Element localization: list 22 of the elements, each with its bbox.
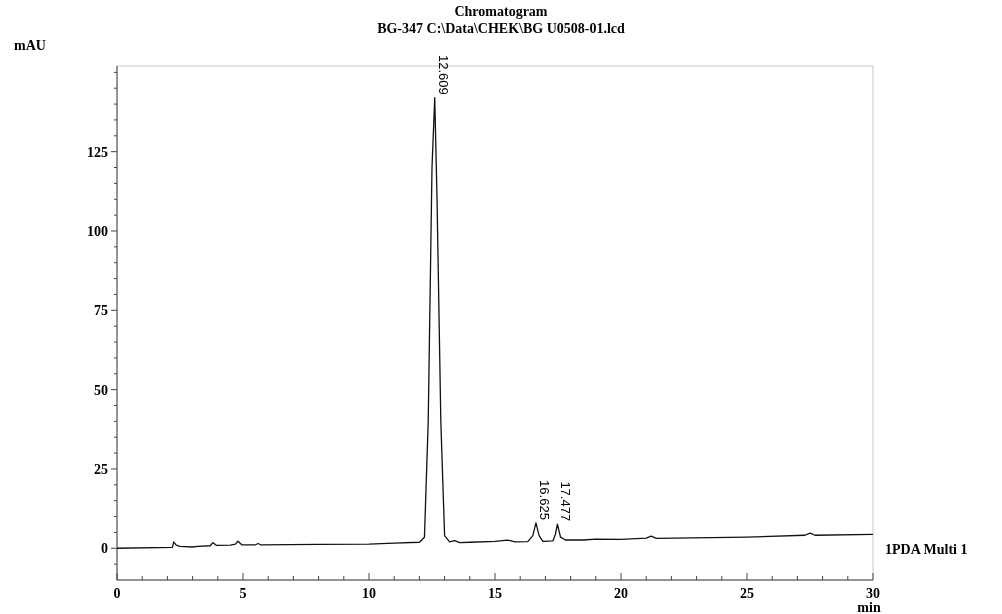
- series-label: 1PDA Multi 1: [885, 542, 968, 558]
- y-tick-label: 75: [94, 303, 108, 319]
- x-tick-label: 10: [362, 586, 376, 601]
- chart-title: Chromatogram: [454, 4, 548, 19]
- x-tick-label: 30: [866, 586, 880, 601]
- chart-subtitle: BG-347 C:\Data\CHEK\BG U0508-01.lcd: [377, 21, 626, 36]
- x-tick-label: 15: [488, 586, 502, 601]
- x-tick-label: 20: [614, 586, 628, 601]
- annotation: 12.609: [435, 54, 451, 95]
- line-series: [116, 97, 874, 549]
- y-tick-label: 100: [87, 223, 108, 239]
- x-axis-title: min: [857, 600, 881, 614]
- y-tick-label: 125: [87, 144, 108, 160]
- y-tick-label: 50: [94, 382, 108, 398]
- annotation: 16.625: [536, 480, 552, 520]
- y-tick-label: 25: [94, 461, 108, 477]
- x-tick-label: 5: [239, 586, 247, 601]
- x-tick-label: 25: [740, 586, 754, 601]
- y-axis-title: mAU: [14, 38, 46, 53]
- annotation: 17.477: [558, 481, 574, 522]
- x-tick-label: 0: [113, 586, 121, 601]
- y-tick-label: 0: [101, 541, 108, 557]
